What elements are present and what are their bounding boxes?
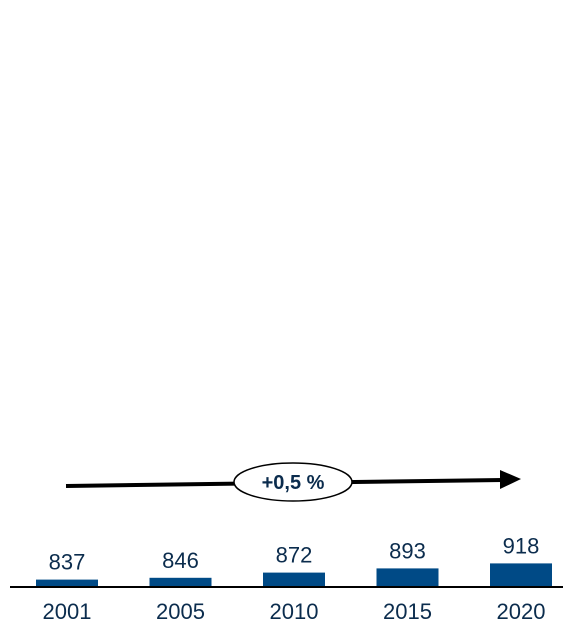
bar-2005 xyxy=(149,577,212,587)
cagr-ellipse xyxy=(233,462,353,502)
category-label-2020: 2020 xyxy=(497,599,546,624)
bar-2010 xyxy=(263,572,325,587)
bars-layer xyxy=(36,563,552,587)
cagr-annotation: +0,5 % xyxy=(65,462,521,502)
category-label-2010: 2010 xyxy=(270,599,319,624)
value-label-2010: 872 xyxy=(276,543,313,568)
cagr-label: +0,5 % xyxy=(262,472,325,494)
category-label-2005: 2005 xyxy=(156,599,205,624)
value-label-2001: 837 xyxy=(49,550,86,575)
category-labels-layer: 2001 2005 2010 2015 2020 xyxy=(43,599,546,624)
value-labels-layer: 837 846 872 893 918 xyxy=(49,533,540,574)
bar-2020 xyxy=(490,563,552,587)
bar-2001 xyxy=(36,579,98,587)
cagr-arrow-head-icon xyxy=(500,470,521,489)
category-label-2001: 2001 xyxy=(43,599,92,624)
value-label-2015: 893 xyxy=(389,538,426,563)
bar-2015 xyxy=(376,568,439,587)
category-label-2015: 2015 xyxy=(383,599,432,624)
value-label-2020: 918 xyxy=(503,533,540,558)
value-label-2005: 846 xyxy=(162,548,199,573)
